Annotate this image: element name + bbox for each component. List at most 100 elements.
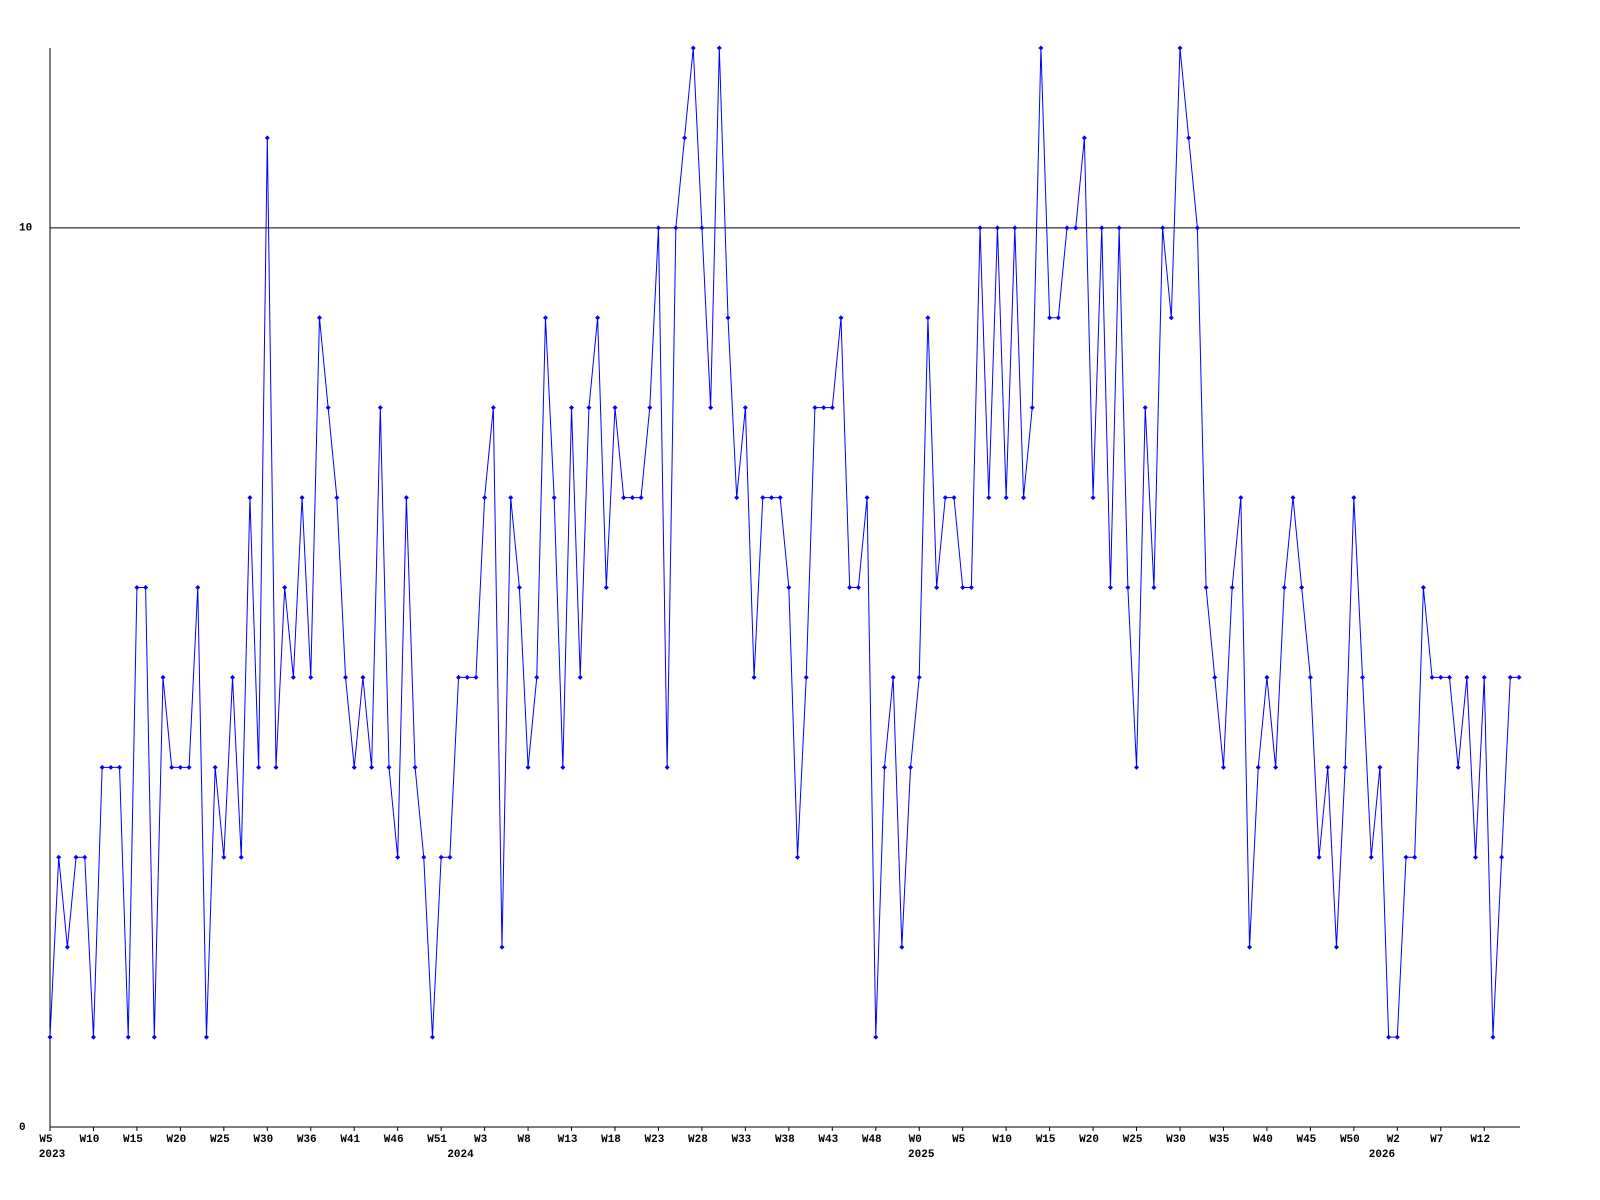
data-point: [421, 854, 427, 860]
data-point: [403, 495, 409, 501]
data-point: [429, 1034, 435, 1040]
data-point: [160, 674, 166, 680]
data-point: [360, 674, 366, 680]
data-point: [1438, 674, 1444, 680]
data-point: [673, 225, 679, 231]
data-point: [1333, 944, 1339, 950]
data-point: [125, 1034, 131, 1040]
x-tick-label: W10: [80, 1134, 100, 1146]
x-year-label: 2023: [39, 1149, 66, 1161]
data-point: [881, 764, 887, 770]
x-tick-label: W35: [1210, 1134, 1230, 1146]
x-tick-label: W18: [601, 1134, 621, 1146]
data-point: [638, 495, 644, 501]
data-point: [273, 764, 279, 770]
data-point: [1186, 135, 1192, 141]
data-point: [560, 764, 566, 770]
data-point: [1360, 674, 1366, 680]
data-point: [977, 225, 983, 231]
data-point: [960, 585, 966, 590]
data-point: [542, 315, 548, 321]
data-point: [1229, 585, 1235, 590]
data-point: [569, 405, 575, 411]
data-point: [1473, 854, 1479, 860]
data-point: [56, 854, 62, 860]
data-point: [1264, 674, 1270, 680]
data-point: [586, 405, 592, 411]
x-tick-label: W25: [210, 1134, 230, 1146]
data-point: [968, 585, 974, 590]
data-point: [716, 45, 722, 51]
data-point: [369, 764, 375, 770]
data-point: [256, 764, 262, 770]
data-point: [221, 854, 227, 860]
data-point: [577, 674, 583, 680]
data-point: [264, 135, 270, 141]
data-point: [282, 585, 288, 590]
data-point: [73, 854, 79, 860]
data-point: [899, 944, 905, 950]
data-point: [1021, 495, 1027, 501]
data-point: [873, 1034, 879, 1040]
data-point: [247, 495, 253, 501]
x-tick-label: W12: [1470, 1134, 1490, 1146]
data-point: [942, 495, 948, 501]
data-point: [230, 674, 236, 680]
data-point: [1064, 225, 1070, 231]
data-point: [212, 764, 218, 770]
data-point: [1238, 495, 1244, 501]
data-point: [777, 495, 783, 501]
data-point: [343, 674, 349, 680]
x-tick-label: W20: [1079, 1134, 1099, 1146]
data-point: [316, 315, 322, 321]
data-point: [482, 495, 488, 501]
data-point: [1307, 674, 1313, 680]
x-tick-label: W15: [1036, 1134, 1056, 1146]
x-tick-label: W48: [862, 1134, 882, 1146]
data-point: [134, 585, 140, 590]
data-point: [325, 405, 331, 411]
data-point: [1107, 585, 1113, 590]
data-point: [516, 585, 522, 590]
data-point: [1047, 315, 1053, 321]
data-point: [847, 585, 853, 590]
data-point: [464, 674, 470, 680]
x-tick-label: W46: [384, 1134, 404, 1146]
data-point: [1090, 495, 1096, 501]
data-point: [1134, 764, 1140, 770]
data-point: [82, 854, 88, 860]
x-tick-label: W30: [253, 1134, 273, 1146]
data-point: [1429, 674, 1435, 680]
data-point: [1012, 225, 1018, 231]
data-point: [890, 674, 896, 680]
data-point: [1203, 585, 1209, 590]
data-point: [438, 854, 444, 860]
data-point: [456, 674, 462, 680]
data-point: [760, 495, 766, 501]
data-point: [682, 135, 688, 141]
data-point: [177, 764, 183, 770]
data-point: [1038, 45, 1044, 51]
data-point: [1125, 585, 1131, 590]
data-point: [1116, 225, 1122, 231]
data-point: [1351, 495, 1357, 501]
data-point: [386, 764, 392, 770]
data-point: [143, 585, 149, 590]
data-point: [1247, 944, 1253, 950]
data-point: [951, 495, 957, 501]
data-point: [855, 585, 861, 590]
data-point: [1446, 674, 1452, 680]
data-point: [994, 225, 1000, 231]
data-point: [664, 764, 670, 770]
data-point: [117, 764, 123, 770]
x-tick-label: W36: [297, 1134, 317, 1146]
data-point: [47, 1034, 53, 1040]
data-point: [1481, 674, 1487, 680]
data-point: [751, 674, 757, 680]
data-point: [1255, 764, 1261, 770]
x-tick-label: W25: [1123, 1134, 1143, 1146]
data-point: [1342, 764, 1348, 770]
data-point: [1455, 764, 1461, 770]
data-point: [864, 495, 870, 501]
data-point: [1003, 495, 1009, 501]
